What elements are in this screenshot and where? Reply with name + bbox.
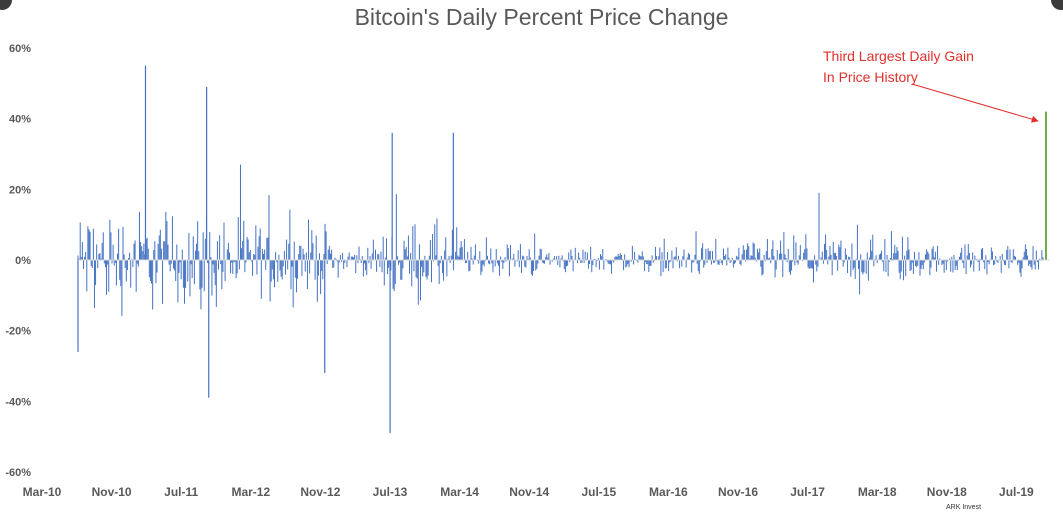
y-axis: 60% 40% 20% 0% -20% -40% -60% — [5, 43, 31, 479]
y-tick-label: 20% — [9, 184, 31, 196]
y-tick-label: -20% — [5, 326, 31, 338]
x-tick-label: Nov-14 — [509, 485, 549, 499]
y-tick-label: -60% — [5, 467, 31, 479]
y-tick-label: 40% — [9, 114, 31, 126]
x-tick-label: Mar-16 — [649, 485, 688, 499]
x-tick-label: Jul-17 — [790, 485, 825, 499]
x-tick-label: Mar-12 — [231, 485, 270, 499]
x-tick-label: Nov-10 — [92, 485, 132, 499]
x-tick-label: Jul-13 — [373, 485, 408, 499]
x-tick-label: Mar-18 — [858, 485, 897, 499]
annotation-arrow — [911, 83, 1039, 123]
x-tick-label: Mar-14 — [440, 485, 479, 499]
x-tick-label: Jul-11 — [164, 485, 198, 499]
x-axis: Mar-10 Nov-10 Jul-11 Mar-12 Nov-12 Jul-13 Mar-… — [23, 485, 1034, 499]
y-tick-label: 0% — [15, 255, 31, 267]
chart-title: Bitcoin's Daily Percent Price Change — [354, 4, 729, 30]
x-tick-label: Jul-15 — [581, 485, 616, 499]
x-tick-label: Jul-19 — [999, 485, 1034, 499]
x-tick-label: Nov-12 — [300, 485, 340, 499]
source-note: ARK Invest — [946, 504, 982, 511]
x-tick-label: Nov-16 — [718, 485, 758, 499]
x-tick-label: Mar-10 — [23, 485, 62, 499]
y-tick-label: 60% — [9, 43, 31, 55]
corner-icon-right — [1051, 0, 1063, 10]
annotation-text: Third Largest Daily Gain In Price Histor… — [823, 48, 974, 85]
bars-layer — [77, 65, 1047, 434]
y-tick-label: -40% — [5, 396, 31, 408]
x-tick-label: Nov-18 — [927, 485, 967, 499]
corner-icon-left — [0, 0, 12, 10]
